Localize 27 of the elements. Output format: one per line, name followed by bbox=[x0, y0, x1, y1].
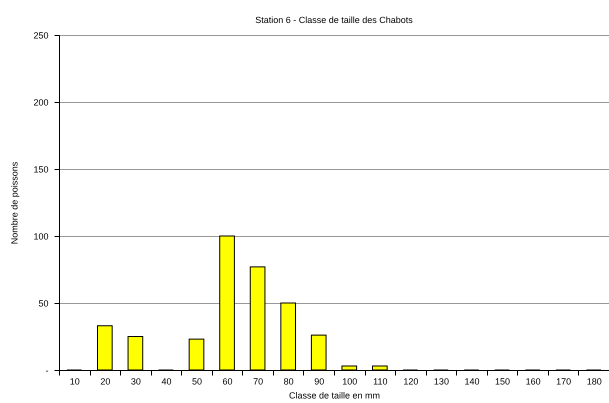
x-tick-label: 70 bbox=[253, 376, 264, 386]
y-tick-label: 250 bbox=[33, 30, 48, 40]
y-tick-label: - bbox=[46, 366, 48, 376]
x-tick-label: 160 bbox=[526, 376, 541, 386]
y-tick-label: 100 bbox=[33, 232, 48, 242]
x-tick-label: 50 bbox=[192, 376, 202, 386]
x-axis-title: Classe de taille en mm bbox=[288, 390, 380, 400]
y-tick-label: 50 bbox=[38, 298, 48, 308]
y-tick-label: 200 bbox=[33, 98, 48, 108]
y-tick-label: 150 bbox=[33, 164, 48, 174]
x-tick-label: 60 bbox=[222, 376, 233, 386]
x-tick-label: 150 bbox=[495, 376, 510, 386]
x-tick-label: 10 bbox=[70, 376, 80, 386]
x-tick-label: 80 bbox=[284, 376, 294, 386]
x-tick-label: 140 bbox=[464, 376, 480, 386]
x-tick-label: 130 bbox=[434, 376, 449, 386]
x-tick-label: 110 bbox=[373, 376, 388, 386]
x-tick-label: 170 bbox=[556, 376, 572, 386]
x-tick-label: 20 bbox=[100, 376, 110, 386]
x-tick-label: 30 bbox=[130, 376, 141, 386]
x-tick-label: 120 bbox=[403, 376, 418, 386]
x-tick-label: 100 bbox=[342, 376, 358, 386]
x-tick-label: 40 bbox=[161, 376, 172, 386]
chart-title: Station 6 - Classe de taille des Chabots bbox=[255, 15, 414, 25]
x-tick-label: 180 bbox=[586, 376, 602, 386]
y-axis-title: Nombre de poissons bbox=[9, 161, 20, 244]
x-tick-label: 90 bbox=[314, 376, 324, 386]
